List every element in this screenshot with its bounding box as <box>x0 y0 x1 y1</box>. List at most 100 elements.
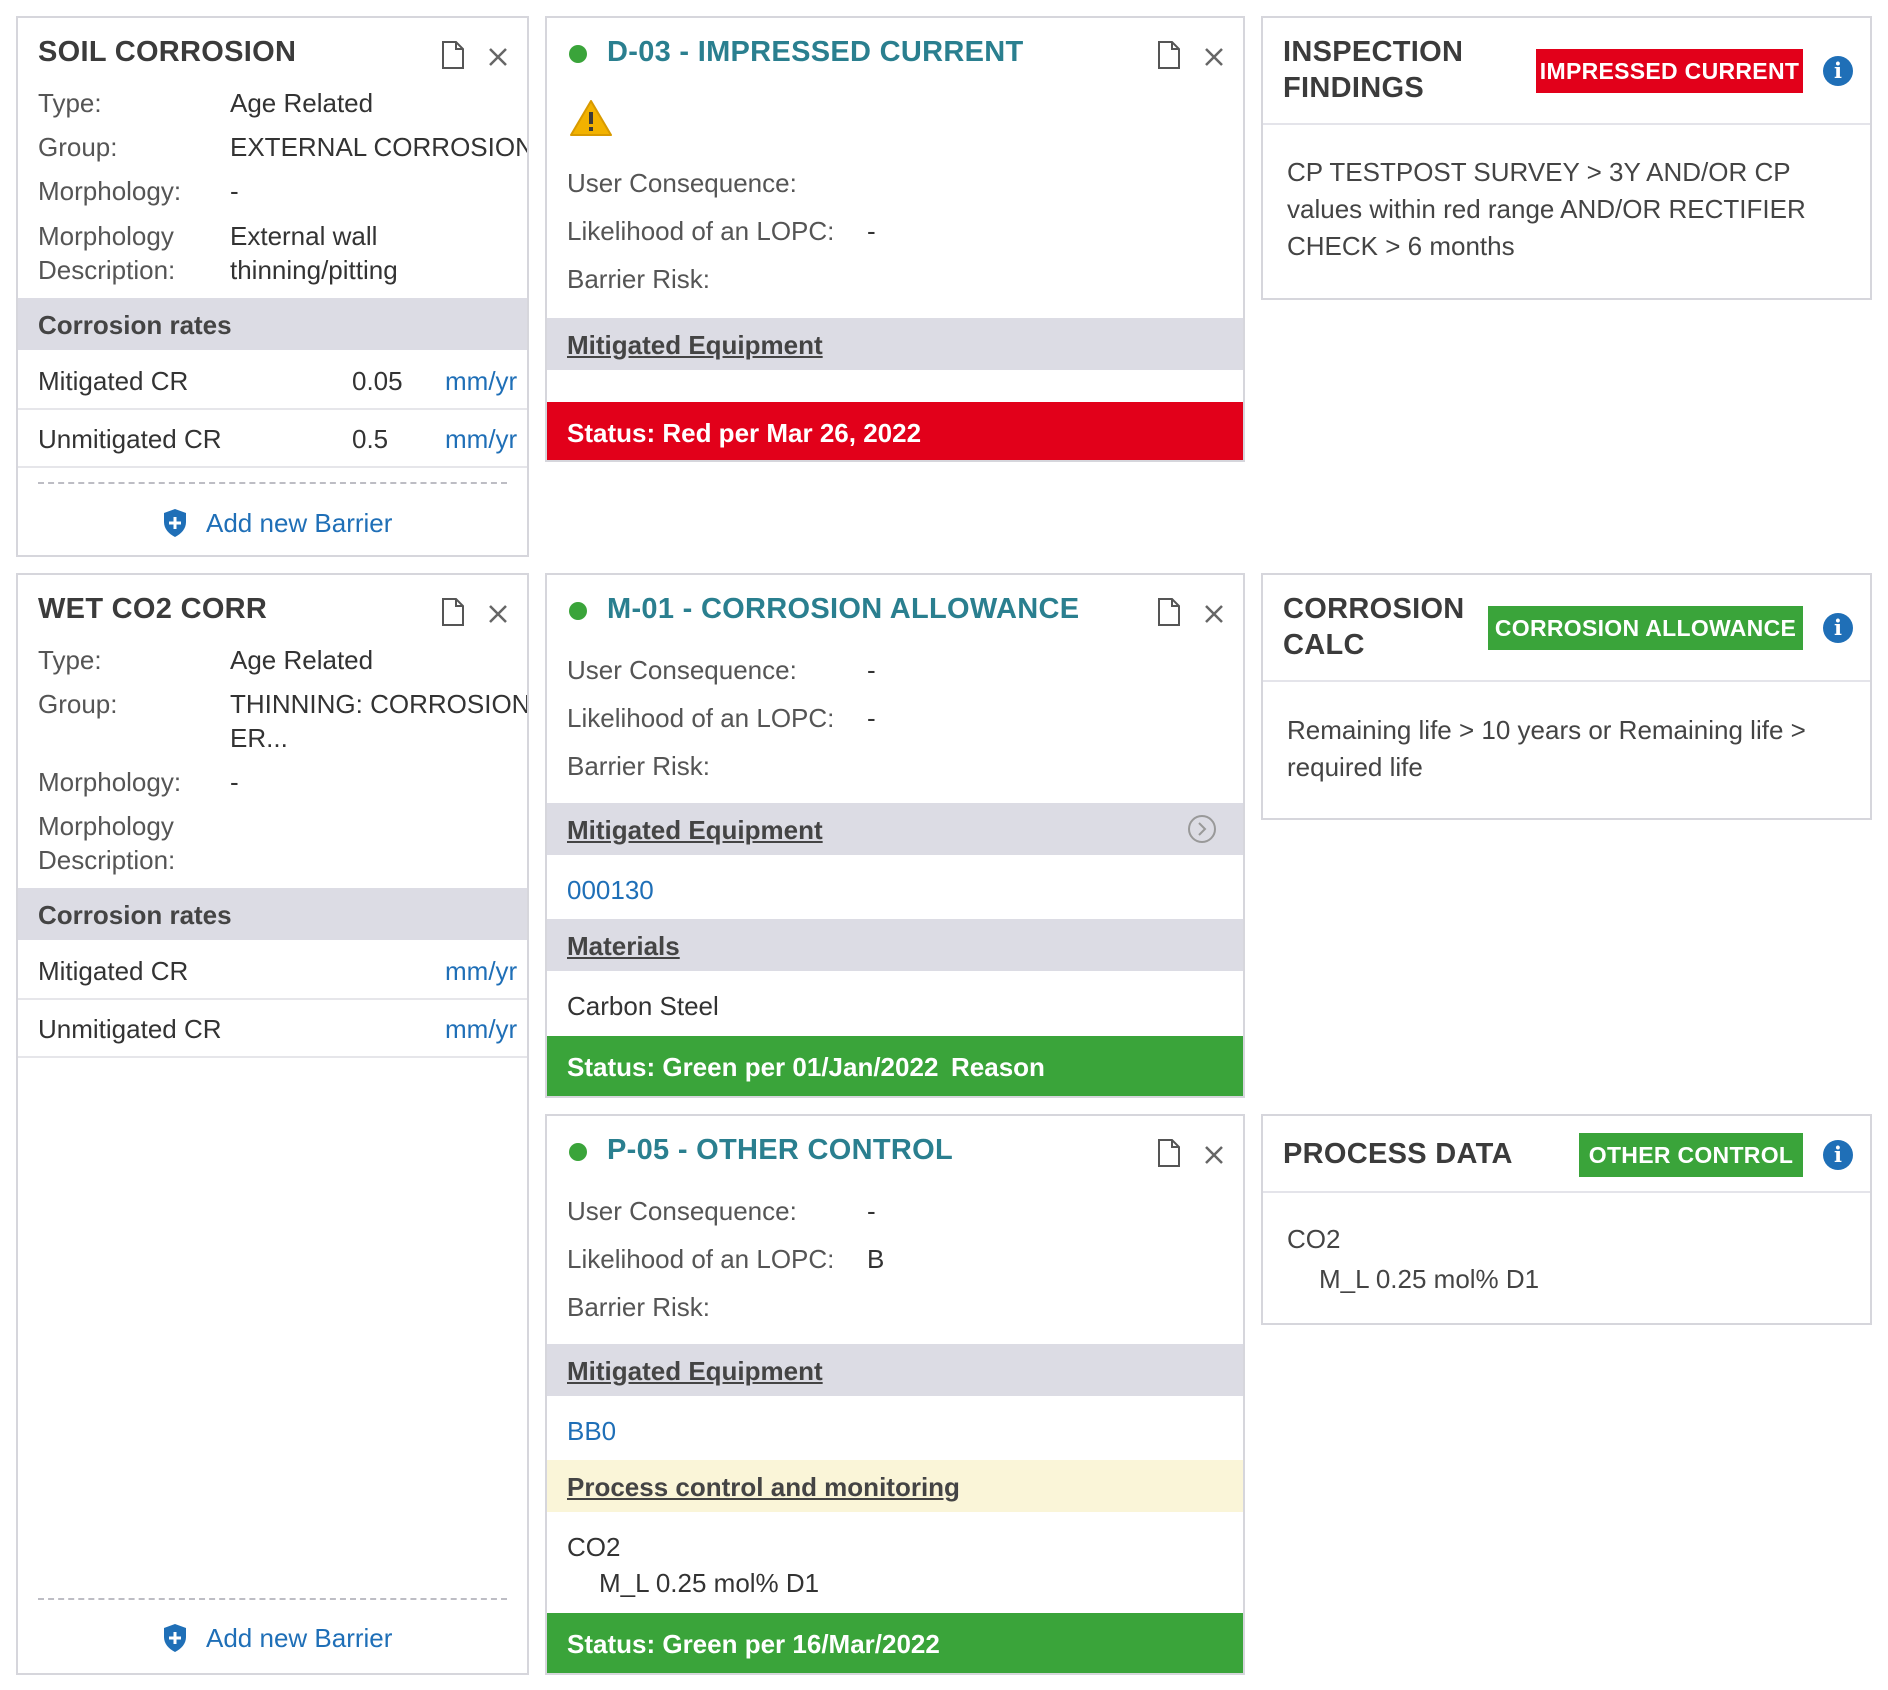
process-control-title[interactable]: Process control and monitoring <box>567 1472 960 1502</box>
barrier-risk-label: Barrier Risk: <box>567 1292 711 1322</box>
mitigated-cr-unit[interactable]: mm/yr <box>445 956 518 986</box>
type-value: Age Related <box>230 645 374 675</box>
document-icon[interactable] <box>1156 597 1182 627</box>
findings-title: INSPECTION <box>1283 36 1464 68</box>
mitigated-equipment-title[interactable]: Mitigated Equipment <box>567 1356 823 1386</box>
likelihood-label: Likelihood of an LOPC: <box>567 216 835 246</box>
header-divider <box>1263 1191 1870 1193</box>
corrosion-rates-title: Corrosion rates <box>38 310 232 340</box>
morph-desc-label-2: Description: <box>38 845 176 875</box>
corrosion-rates-header: Corrosion rates <box>18 888 527 940</box>
status-badge: OTHER CONTROL <box>1579 1133 1803 1177</box>
equipment-link[interactable]: 000130 <box>567 875 654 905</box>
morphology-value: - <box>230 176 239 206</box>
group-label: Group: <box>38 689 118 719</box>
close-icon[interactable] <box>1201 599 1227 629</box>
findings-card-process-data: PROCESS DATA OTHER CONTROL i CO2 M_L 0.2… <box>1261 1114 1872 1325</box>
likelihood-value: B <box>867 1244 885 1274</box>
mitigated-equipment-header: Mitigated Equipment <box>547 1344 1243 1396</box>
process-control-header: Process control and monitoring <box>547 1460 1243 1512</box>
mitigated-equipment-title[interactable]: Mitigated Equipment <box>567 815 823 845</box>
user-consequence-value: - <box>867 655 876 685</box>
close-icon[interactable] <box>1201 42 1227 72</box>
mitigated-cr-label: Mitigated CR <box>38 366 189 396</box>
dashed-divider <box>38 482 507 484</box>
status-badge: CORROSION ALLOWANCE <box>1488 606 1803 650</box>
group-label: Group: <box>38 132 118 162</box>
morph-desc-value-2: thinning/pitting <box>230 255 398 285</box>
row-divider <box>18 408 527 410</box>
equipment-link[interactable]: BB0 <box>567 1416 617 1446</box>
corrosion-rates-header: Corrosion rates <box>18 298 527 350</box>
mitigated-cr-unit[interactable]: mm/yr <box>445 366 518 396</box>
status-text: Status: Green per 01/Jan/2022 <box>567 1052 939 1082</box>
barrier-card-d03: D-03 - IMPRESSED CURRENT User Consequenc… <box>545 16 1245 462</box>
barrier-risk-label: Barrier Risk: <box>567 751 711 781</box>
findings-card-corrosion-calc: CORROSION CALC CORROSION ALLOWANCE i Rem… <box>1261 573 1872 820</box>
info-icon[interactable]: i <box>1823 56 1853 86</box>
mitigated-cr-label: Mitigated CR <box>38 956 189 986</box>
document-icon[interactable] <box>440 40 466 70</box>
mitigated-cr-value: 0.05 <box>352 366 403 396</box>
type-label: Type: <box>38 645 102 675</box>
status-text: Status: Green per 16/Mar/2022 <box>567 1629 940 1659</box>
header-divider <box>1263 123 1870 125</box>
morph-desc-label-2: Description: <box>38 255 176 285</box>
process-line-1: CO2 <box>1287 1224 1341 1254</box>
info-icon[interactable]: i <box>1823 613 1853 643</box>
group-value: EXTERNAL CORROSION <box>230 132 529 162</box>
status-bar: Status: Red per Mar 26, 2022 <box>547 402 1243 460</box>
likelihood-value: - <box>867 703 876 733</box>
user-consequence-label: User Consequence: <box>567 1196 797 1226</box>
document-icon[interactable] <box>1156 40 1182 70</box>
user-consequence-value: - <box>867 1196 876 1226</box>
unmitigated-cr-unit[interactable]: mm/yr <box>445 1014 518 1044</box>
threat-card-soil-corrosion: SOIL CORROSION Type: Age Related Group: … <box>16 16 529 557</box>
morph-desc-value: External wall <box>230 221 378 251</box>
status-dot <box>569 1143 587 1161</box>
row-divider <box>18 466 527 468</box>
findings-title-2: CALC <box>1283 629 1365 661</box>
type-label: Type: <box>38 88 102 118</box>
findings-card-inspection: INSPECTION FINDINGS IMPRESSED CURRENT i … <box>1261 16 1872 300</box>
barrier-title[interactable]: M-01 - CORROSION ALLOWANCE <box>607 593 1080 625</box>
chevron-right-circle-icon[interactable] <box>1187 814 1217 844</box>
findings-text: CP TESTPOST SURVEY > 3Y AND/OR CP values… <box>1287 157 1806 261</box>
threat-card-wet-co2-corr: WET CO2 CORR Type: Age Related Group: TH… <box>16 573 529 1675</box>
threat-title: WET CO2 CORR <box>38 593 268 625</box>
barrier-card-p05: P-05 - OTHER CONTROL User Consequence: -… <box>545 1114 1245 1675</box>
corrosion-rates-title: Corrosion rates <box>38 900 232 930</box>
status-bar: Status: Green per 01/Jan/2022 Reason <box>547 1036 1243 1096</box>
type-value: Age Related <box>230 88 374 118</box>
status-dot <box>569 602 587 620</box>
document-icon[interactable] <box>440 597 466 627</box>
threat-title: SOIL CORROSION <box>38 36 297 68</box>
add-barrier-label: Add new Barrier <box>206 508 393 538</box>
row-divider <box>18 1056 527 1058</box>
materials-title[interactable]: Materials <box>567 931 680 961</box>
morph-desc-label: Morphology <box>38 811 174 841</box>
findings-title: CORROSION <box>1283 593 1465 625</box>
findings-title-2: FINDINGS <box>1283 72 1424 104</box>
process-line-2: M_L 0.25 mol% D1 <box>599 1568 820 1598</box>
user-consequence-label: User Consequence: <box>567 655 797 685</box>
add-barrier-label: Add new Barrier <box>206 1623 393 1653</box>
info-icon[interactable]: i <box>1823 1140 1853 1170</box>
status-dot <box>569 45 587 63</box>
morphology-label: Morphology: <box>38 176 182 206</box>
mitigated-equipment-title[interactable]: Mitigated Equipment <box>567 330 823 360</box>
status-reason-link[interactable]: Reason <box>951 1052 1045 1082</box>
close-icon[interactable] <box>485 599 511 629</box>
close-icon[interactable] <box>485 42 511 72</box>
likelihood-label: Likelihood of an LOPC: <box>567 1244 835 1274</box>
shield-plus-icon <box>164 509 186 537</box>
document-icon[interactable] <box>1156 1138 1182 1168</box>
barrier-card-m01: M-01 - CORROSION ALLOWANCE User Conseque… <box>545 573 1245 1098</box>
close-icon[interactable] <box>1201 1140 1227 1170</box>
barrier-title[interactable]: P-05 - OTHER CONTROL <box>607 1134 953 1166</box>
mitigated-equipment-header: Mitigated Equipment <box>547 803 1243 855</box>
add-barrier-button[interactable]: Add new Barrier <box>162 1619 402 1659</box>
add-barrier-button[interactable]: Add new Barrier <box>162 504 402 544</box>
unmitigated-cr-unit[interactable]: mm/yr <box>445 424 518 454</box>
barrier-title[interactable]: D-03 - IMPRESSED CURRENT <box>607 36 1024 68</box>
